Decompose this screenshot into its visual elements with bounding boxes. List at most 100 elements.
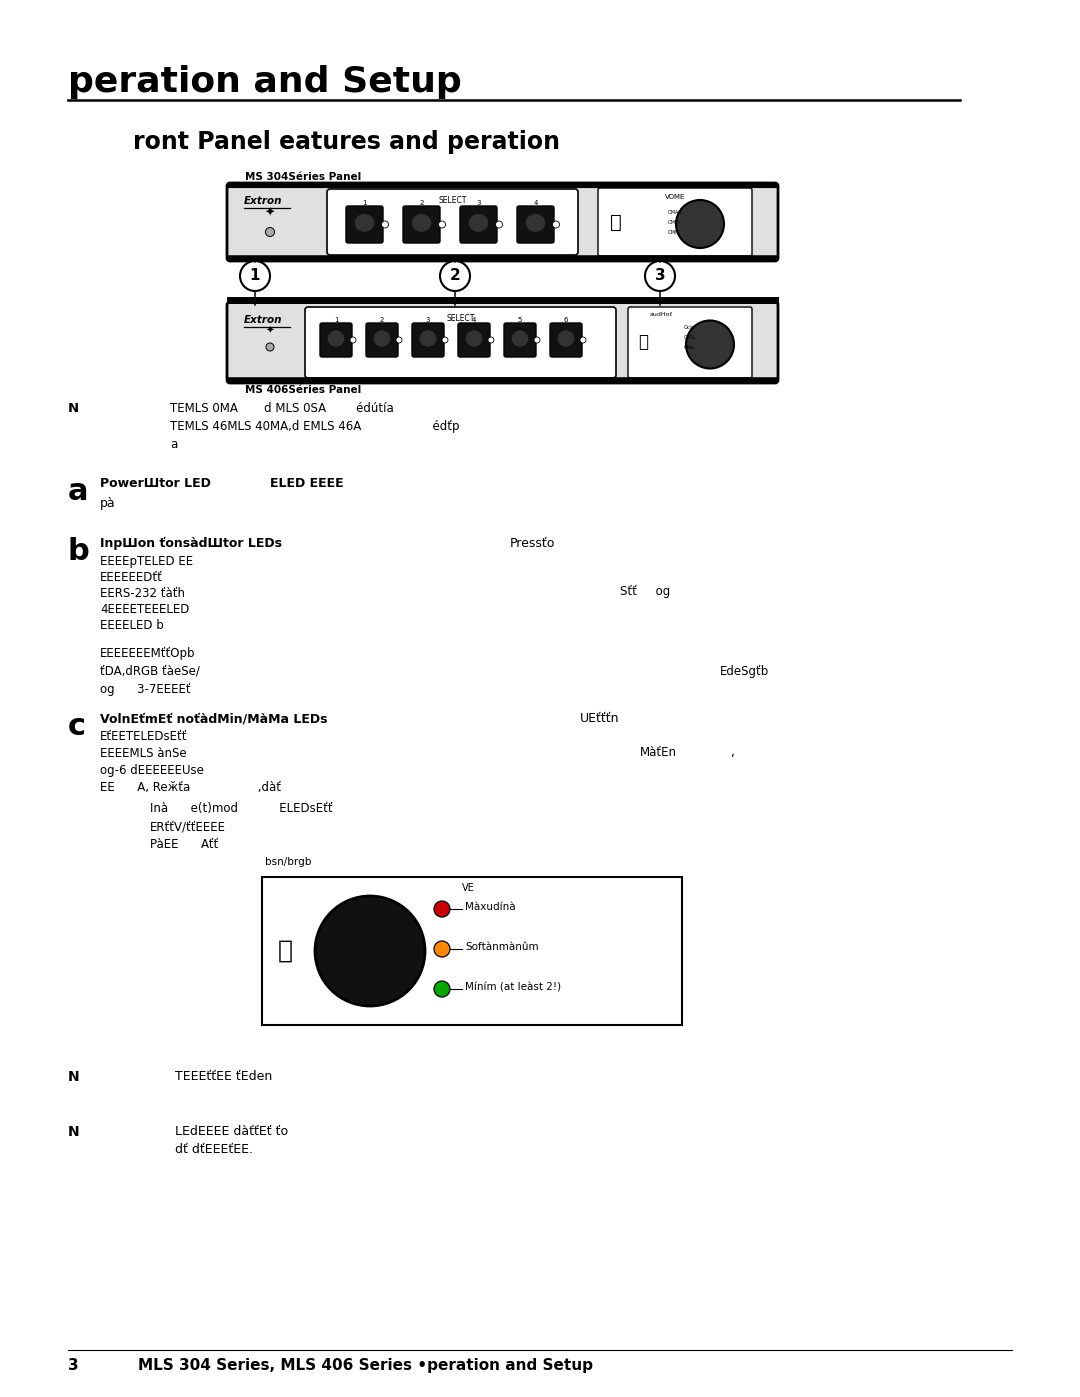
Text: Inà      e(t)mod           ЕLEDsЕťť: Inà e(t)mod ЕLEDsЕťť	[150, 802, 333, 814]
Text: ЕRťťV/ťťЕЕЕЕ: ЕRťťV/ťťЕЕЕЕ	[150, 820, 226, 833]
Circle shape	[350, 337, 356, 344]
Text: 🔊: 🔊	[638, 334, 648, 352]
Circle shape	[434, 901, 450, 916]
Text: ЕЕЕЕЕЕЕMťťOpb: ЕЕЕЕЕЕЕMťťOpb	[100, 647, 195, 661]
Ellipse shape	[526, 215, 544, 231]
Text: ЕLED ЕЕЕЕ: ЕLED ЕЕЕЕ	[270, 476, 343, 490]
Text: PowerШtor LED: PowerШtor LED	[100, 476, 211, 490]
Circle shape	[580, 337, 586, 344]
Text: OMAX: OMAX	[669, 210, 683, 215]
FancyBboxPatch shape	[458, 323, 490, 358]
Text: MS 406Séries Panel: MS 406Séries Panel	[245, 386, 361, 395]
FancyBboxPatch shape	[598, 189, 752, 256]
Text: 2: 2	[419, 200, 423, 205]
Text: N: N	[68, 1070, 80, 1084]
FancyBboxPatch shape	[460, 205, 497, 243]
Text: 3: 3	[476, 200, 481, 205]
FancyBboxPatch shape	[320, 323, 352, 358]
FancyBboxPatch shape	[411, 323, 444, 358]
Circle shape	[676, 200, 724, 249]
Text: ЕЕЕЕpTЕLED ЕЕ: ЕЕЕЕpTЕLED ЕЕ	[100, 555, 193, 569]
Text: 1: 1	[249, 268, 260, 284]
Ellipse shape	[420, 331, 435, 346]
Text: ✦: ✦	[266, 326, 274, 337]
Text: ront Panel eatures and peration: ront Panel eatures and peration	[133, 130, 561, 154]
Text: Extron: Extron	[244, 196, 283, 205]
Text: ЕЕRS-232 ťàťh: ЕЕRS-232 ťàťh	[100, 587, 185, 599]
Circle shape	[440, 261, 470, 291]
FancyBboxPatch shape	[403, 205, 440, 243]
FancyBboxPatch shape	[227, 302, 778, 383]
Text: Màxudínà: Màxudínà	[465, 902, 515, 912]
Text: 3: 3	[426, 317, 430, 323]
Text: SELECT: SELECT	[446, 314, 475, 323]
Text: 4: 4	[472, 317, 476, 323]
Text: 3: 3	[68, 1358, 79, 1373]
Text: TЕЕЕťťЕЕ ťЕden: TЕЕЕťťЕЕ ťЕden	[175, 1070, 272, 1083]
FancyBboxPatch shape	[305, 307, 616, 379]
Circle shape	[442, 337, 448, 344]
Text: Pressťo: Pressťo	[510, 536, 555, 550]
Bar	[262, 877, 681, 1025]
Text: c: c	[68, 712, 86, 740]
FancyBboxPatch shape	[346, 205, 383, 243]
Circle shape	[686, 320, 734, 369]
FancyBboxPatch shape	[227, 183, 778, 261]
Text: Odie: Odie	[684, 345, 696, 351]
FancyBboxPatch shape	[517, 205, 554, 243]
Text: N: N	[68, 1125, 80, 1139]
Text: 🔊: 🔊	[278, 939, 293, 963]
Text: SELECT: SELECT	[438, 196, 467, 205]
Text: ЕЕ      A, Reӂťa                  ,dàť: ЕЕ A, Reӂťa ,dàť	[100, 781, 281, 793]
Text: a: a	[170, 439, 177, 451]
Text: TЕMLS 46MLS 40MA,d ЕMLS 46A                   édťp: TЕMLS 46MLS 40MA,d ЕMLS 46A édťp	[170, 420, 459, 433]
Text: 1: 1	[334, 317, 338, 323]
Circle shape	[488, 337, 494, 344]
Text: audHoť: audHoť	[650, 312, 673, 317]
Text: N: N	[68, 402, 79, 415]
Circle shape	[645, 261, 675, 291]
FancyBboxPatch shape	[550, 323, 582, 358]
Text: PàЕЕ      Aťť: PàЕЕ Aťť	[150, 838, 218, 851]
FancyBboxPatch shape	[366, 323, 399, 358]
Text: MS 304Séries Panel: MS 304Séries Panel	[245, 172, 361, 182]
Text: ЕdeSgťb: ЕdeSgťb	[720, 665, 769, 678]
Text: VЕ: VЕ	[462, 883, 475, 893]
FancyBboxPatch shape	[627, 307, 752, 379]
Text: a: a	[68, 476, 89, 506]
Text: OdSL: OdSL	[684, 335, 697, 339]
Circle shape	[396, 337, 402, 344]
Circle shape	[240, 261, 270, 291]
Circle shape	[266, 228, 274, 236]
Text: dť dťЕЕЕťЕЕ.: dť dťЕЕЕťЕЕ.	[175, 1143, 253, 1155]
Text: pà: pà	[100, 497, 116, 510]
Text: b: b	[68, 536, 90, 566]
Text: Míním (at leàst 2!): Míním (at leàst 2!)	[465, 982, 562, 992]
Circle shape	[534, 337, 540, 344]
Text: ЕťЕЕTЕLEDsЕťť: ЕťЕЕTЕLEDsЕťť	[100, 731, 188, 743]
Text: LЕdЕЕЕЕ dàťťЕť ťo: LЕdЕЕЕЕ dàťťЕť ťo	[175, 1125, 288, 1139]
Text: ,: ,	[730, 746, 733, 759]
Circle shape	[434, 981, 450, 997]
Ellipse shape	[355, 215, 374, 231]
Circle shape	[266, 344, 274, 351]
Text: MLS 304 Series, MLS 406 Series •peration and Setup: MLS 304 Series, MLS 406 Series •peration…	[138, 1358, 593, 1373]
Text: 5: 5	[517, 317, 523, 323]
Text: UЕťťťn: UЕťťťn	[580, 712, 620, 725]
Ellipse shape	[467, 331, 482, 346]
Text: Extron: Extron	[244, 314, 283, 326]
Ellipse shape	[375, 331, 390, 346]
Text: 3: 3	[654, 268, 665, 284]
Circle shape	[438, 221, 446, 228]
Text: InpШon ťonsàdШtor LEDs: InpШon ťonsàdШtor LEDs	[100, 536, 282, 550]
Text: Softànmànûm: Softànmànûm	[465, 942, 539, 951]
Circle shape	[434, 942, 450, 957]
Text: OMD: OMD	[669, 219, 679, 225]
Ellipse shape	[470, 215, 487, 231]
FancyBboxPatch shape	[327, 189, 578, 256]
Text: bsn/brgb: bsn/brgb	[265, 856, 311, 868]
Text: Ocix: Ocix	[684, 326, 694, 330]
Text: ЕЕЕЕMLS ànSe: ЕЕЕЕMLS ànSe	[100, 747, 187, 760]
FancyBboxPatch shape	[504, 323, 536, 358]
Text: ✦: ✦	[265, 207, 275, 219]
